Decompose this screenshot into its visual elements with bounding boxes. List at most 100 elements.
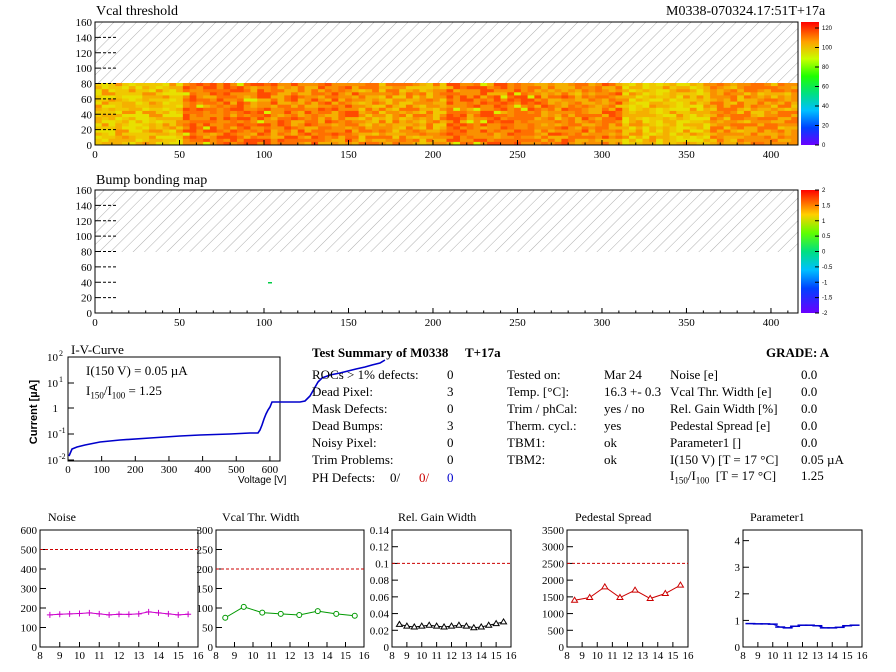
vcal-cell [730, 141, 738, 146]
vcal-cell [791, 83, 799, 87]
vcal-cell [642, 104, 650, 109]
vcal-cell [108, 117, 116, 121]
vcal-cell [608, 141, 616, 146]
vcal-cell [297, 129, 305, 133]
vcal-cell [791, 117, 799, 121]
vcal-cell [189, 132, 197, 137]
vcal-cell [595, 92, 603, 96]
vcal-cell [520, 83, 529, 87]
vcal-cell [338, 104, 346, 109]
vcal-cell [629, 135, 637, 140]
vcal-cell [250, 129, 258, 133]
vcal-cell [676, 83, 684, 87]
vcal-cell [115, 114, 123, 118]
vcal-cell [514, 98, 522, 102]
vcal-cell [656, 86, 664, 90]
vcal-cell [764, 83, 772, 87]
vcal-cell [649, 114, 657, 118]
iv-y-tick-label: 10 [47, 378, 59, 390]
vcal-x-axis: 0 50 100 150 200 250 300 350 400 [92, 140, 789, 161]
vcal-cell [473, 114, 481, 118]
vcal-cell [101, 110, 109, 115]
vcal-cell [743, 117, 752, 121]
vcal-cell [405, 126, 414, 130]
vcal-cell [750, 89, 758, 93]
vcal-cell [696, 129, 704, 133]
vcal-cell [460, 110, 468, 115]
vcal-cell [541, 98, 549, 102]
vcal-cell [162, 101, 170, 106]
vcal-cell [250, 92, 258, 96]
vcal-cell [460, 83, 468, 87]
vcal-cell [710, 92, 718, 96]
vcal-cell [155, 138, 163, 143]
vcal-cell [568, 123, 576, 127]
vcal-cell [520, 104, 529, 109]
vcal-cell [608, 83, 616, 87]
vcal-cell [493, 101, 501, 106]
vcal-cell [683, 110, 691, 115]
vcal-cell [520, 141, 529, 146]
vcal-cell [784, 129, 792, 133]
vcal-cell [284, 110, 292, 115]
vcal-cell [629, 83, 637, 87]
vcal-cell [493, 86, 501, 90]
vcal-cell [142, 117, 150, 121]
vcal-cell [236, 126, 245, 130]
vcal-cell [318, 92, 326, 96]
vcal-cell [358, 83, 366, 87]
vcal-cell [176, 123, 184, 127]
vcal-cell [385, 98, 393, 102]
vcal-cell [311, 104, 319, 109]
vcal-cell [764, 86, 772, 90]
vcal-cell [629, 101, 637, 106]
vcal-cell [419, 89, 427, 93]
chart-point [616, 593, 624, 601]
vcal-cell [209, 95, 218, 99]
vcal-cell [189, 89, 197, 93]
vcal-cell [716, 107, 725, 112]
vcal-cell [487, 123, 495, 127]
vcal-cell [365, 110, 373, 115]
vcal-cell [595, 138, 603, 143]
vcal-cell [608, 135, 616, 140]
vcal-cell [635, 120, 643, 124]
vcal-cell [270, 123, 278, 127]
vcal-cell [365, 92, 373, 96]
vcal-cell [196, 107, 204, 112]
vcal-cell [656, 114, 664, 118]
vcal-cell [176, 98, 184, 102]
vcal-cell [635, 101, 643, 106]
vcal-cell [324, 89, 332, 93]
vcal-cell [534, 114, 542, 118]
vcal-cell [615, 98, 623, 102]
chart-point [417, 622, 426, 629]
vcal-cell [568, 95, 576, 99]
vcal-cell [487, 104, 495, 109]
vcal-cell [345, 107, 353, 112]
vcal-heatmap-cells [95, 83, 799, 146]
vcal-cell [385, 135, 393, 140]
vcal-cell [743, 89, 752, 93]
vcal-cell [405, 110, 414, 115]
vcal-cell [487, 114, 495, 118]
vcal-cell [108, 126, 116, 130]
vcal-cell [378, 98, 387, 102]
chart-title: Noise [48, 510, 76, 524]
vcal-cell [554, 141, 562, 146]
vcal-cell [223, 123, 231, 127]
vcal-cell [629, 110, 637, 115]
vcal-cell [601, 89, 610, 93]
vcal-cell [642, 107, 650, 112]
vcal-cell [635, 135, 643, 140]
vcal-cell [318, 89, 326, 93]
vcal-cell [656, 132, 664, 137]
vcal-cell [581, 98, 589, 102]
chart-x-tick-label: 12 [622, 650, 633, 662]
vcal-cell [257, 104, 265, 109]
vcal-cell [588, 138, 596, 143]
vcal-cell [520, 126, 529, 130]
y-tick-label: 120 [76, 48, 93, 60]
vcal-cell [318, 117, 326, 121]
